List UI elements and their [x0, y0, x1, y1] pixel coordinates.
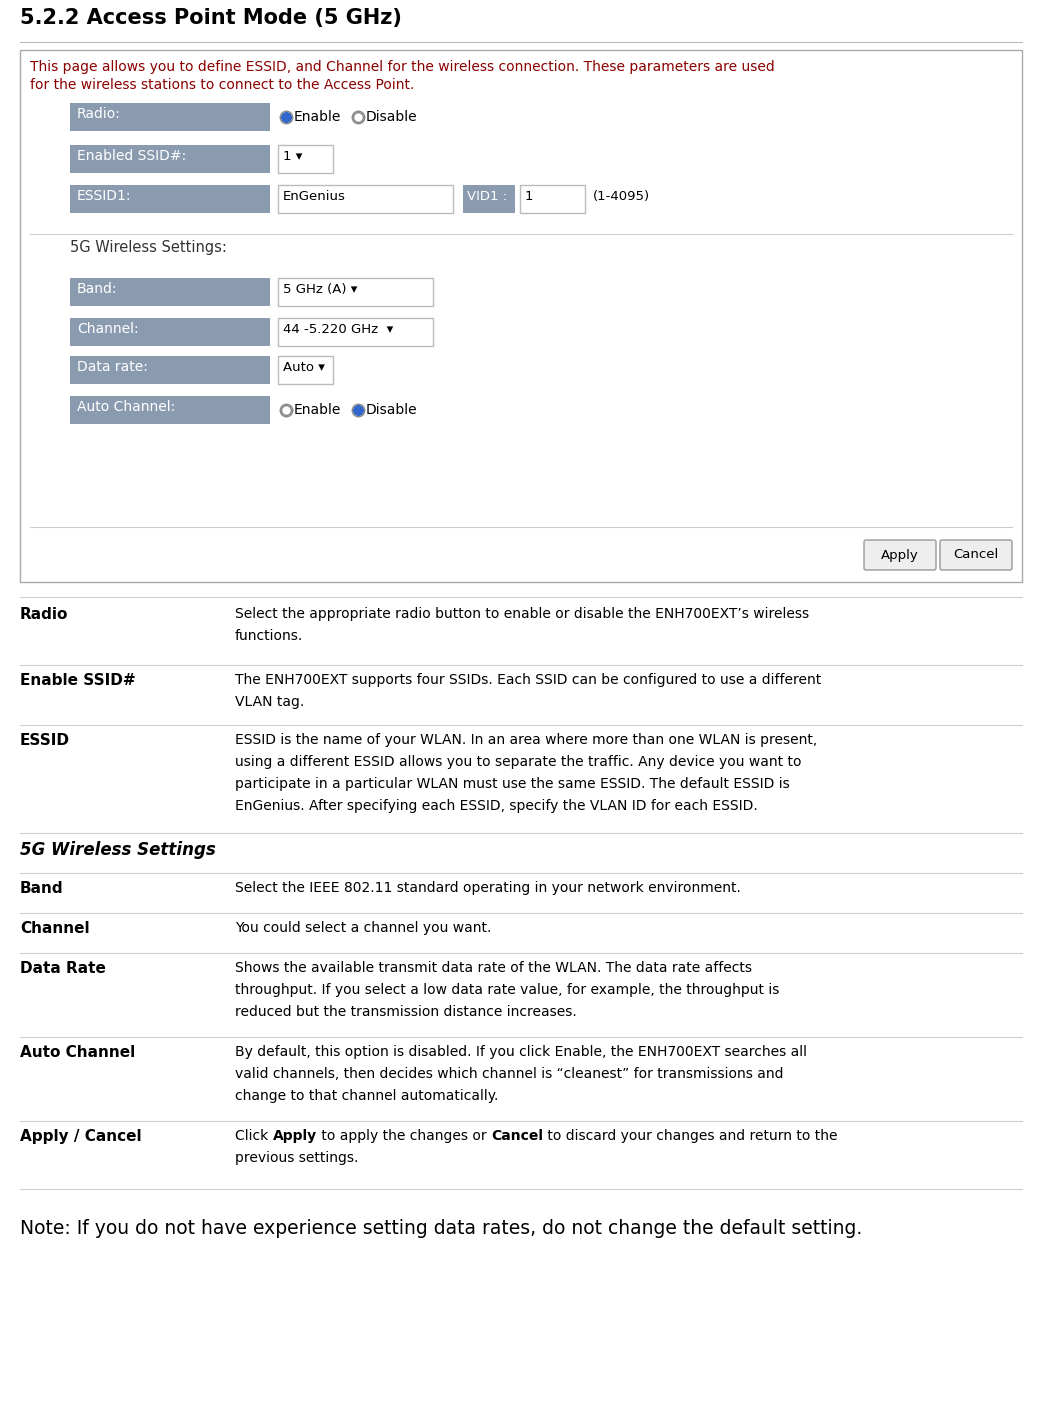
Text: This page allows you to define ESSID, and Channel for the wireless connection. T: This page allows you to define ESSID, an… — [30, 60, 775, 74]
Text: Cancel: Cancel — [953, 549, 998, 562]
Text: Disable: Disable — [366, 109, 418, 124]
Text: Channel: Channel — [20, 921, 90, 936]
Text: EnGenius: EnGenius — [283, 191, 346, 203]
Text: 5G Wireless Settings:: 5G Wireless Settings: — [70, 240, 227, 255]
Text: 5 GHz (A) ▾: 5 GHz (A) ▾ — [283, 283, 357, 296]
Text: Radio: Radio — [20, 607, 69, 621]
Bar — [278, 356, 333, 384]
Text: Band:: Band: — [77, 282, 118, 296]
Bar — [70, 277, 270, 306]
Text: Click: Click — [235, 1129, 273, 1143]
Bar — [278, 277, 433, 306]
Text: Enable: Enable — [294, 109, 342, 124]
Text: ESSID: ESSID — [20, 732, 70, 748]
Text: ESSID is the name of your WLAN. In an area where more than one WLAN is present,: ESSID is the name of your WLAN. In an ar… — [235, 732, 817, 747]
Text: Band: Band — [20, 882, 64, 896]
Bar — [70, 102, 270, 131]
Text: 5G Wireless Settings: 5G Wireless Settings — [20, 840, 216, 859]
Text: You could select a channel you want.: You could select a channel you want. — [235, 921, 492, 936]
Text: Auto Channel:: Auto Channel: — [77, 400, 175, 414]
Text: The ENH700EXT supports four SSIDs. Each SSID can be configured to use a differen: The ENH700EXT supports four SSIDs. Each … — [235, 673, 821, 687]
Bar — [70, 185, 270, 213]
Text: to apply the changes or: to apply the changes or — [317, 1129, 491, 1143]
Text: Apply: Apply — [273, 1129, 317, 1143]
Bar — [278, 185, 453, 213]
Text: Disable: Disable — [366, 402, 418, 417]
Text: Enabled SSID#:: Enabled SSID#: — [77, 149, 187, 164]
Bar — [278, 319, 433, 346]
Text: throughput. If you select a low data rate value, for example, the throughput is: throughput. If you select a low data rat… — [235, 983, 779, 997]
Bar — [70, 356, 270, 384]
Bar — [70, 319, 270, 346]
Text: ESSID1:: ESSID1: — [77, 189, 131, 203]
Text: Enable SSID#: Enable SSID# — [20, 673, 135, 688]
Text: Channel:: Channel: — [77, 321, 139, 336]
Text: previous settings.: previous settings. — [235, 1150, 358, 1165]
Text: VLAN tag.: VLAN tag. — [235, 695, 304, 710]
Text: 44 -5.220 GHz  ▾: 44 -5.220 GHz ▾ — [283, 323, 393, 336]
Text: EnGenius. After specifying each ESSID, specify the VLAN ID for each ESSID.: EnGenius. After specifying each ESSID, s… — [235, 799, 758, 813]
Text: Apply: Apply — [882, 549, 919, 562]
Text: 5.2.2 Access Point Mode (5 GHz): 5.2.2 Access Point Mode (5 GHz) — [20, 9, 402, 28]
Text: Apply / Cancel: Apply / Cancel — [20, 1129, 142, 1145]
Text: Select the IEEE 802.11 standard operating in your network environment.: Select the IEEE 802.11 standard operatin… — [235, 882, 741, 894]
Text: Select the appropriate radio button to enable or disable the ENH700EXT’s wireles: Select the appropriate radio button to e… — [235, 607, 810, 621]
Text: for the wireless stations to connect to the Access Point.: for the wireless stations to connect to … — [30, 78, 415, 92]
Text: Radio:: Radio: — [77, 107, 121, 121]
Bar — [278, 145, 333, 173]
Text: Data rate:: Data rate: — [77, 360, 148, 374]
Text: using a different ESSID allows you to separate the traffic. Any device you want : using a different ESSID allows you to se… — [235, 755, 801, 769]
Text: Enable: Enable — [294, 402, 342, 417]
Text: VID1 :: VID1 : — [467, 191, 507, 203]
Bar — [520, 185, 585, 213]
Text: change to that channel automatically.: change to that channel automatically. — [235, 1089, 498, 1103]
Text: reduced but the transmission distance increases.: reduced but the transmission distance in… — [235, 1005, 577, 1020]
Bar — [70, 395, 270, 424]
Text: 1: 1 — [525, 191, 534, 203]
Text: valid channels, then decides which channel is “cleanest” for transmissions and: valid channels, then decides which chann… — [235, 1066, 784, 1081]
Text: Cancel: Cancel — [491, 1129, 543, 1143]
FancyBboxPatch shape — [940, 540, 1012, 570]
Text: Note: If you do not have experience setting data rates, do not change the defaul: Note: If you do not have experience sett… — [20, 1219, 862, 1239]
Text: 1 ▾: 1 ▾ — [283, 149, 302, 164]
Text: Auto Channel: Auto Channel — [20, 1045, 135, 1059]
Bar — [20, 50, 1022, 582]
Text: participate in a particular WLAN must use the same ESSID. The default ESSID is: participate in a particular WLAN must us… — [235, 776, 790, 791]
Text: Auto ▾: Auto ▾ — [283, 361, 325, 374]
Text: functions.: functions. — [235, 629, 303, 643]
Text: By default, this option is disabled. If you click Enable, the ENH700EXT searches: By default, this option is disabled. If … — [235, 1045, 807, 1059]
Text: Shows the available transmit data rate of the WLAN. The data rate affects: Shows the available transmit data rate o… — [235, 961, 752, 975]
Text: Data Rate: Data Rate — [20, 961, 106, 975]
Text: to discard your changes and return to the: to discard your changes and return to th… — [543, 1129, 838, 1143]
Text: (1-4095): (1-4095) — [593, 191, 650, 203]
Bar — [463, 185, 515, 213]
FancyBboxPatch shape — [864, 540, 936, 570]
Bar — [70, 145, 270, 173]
